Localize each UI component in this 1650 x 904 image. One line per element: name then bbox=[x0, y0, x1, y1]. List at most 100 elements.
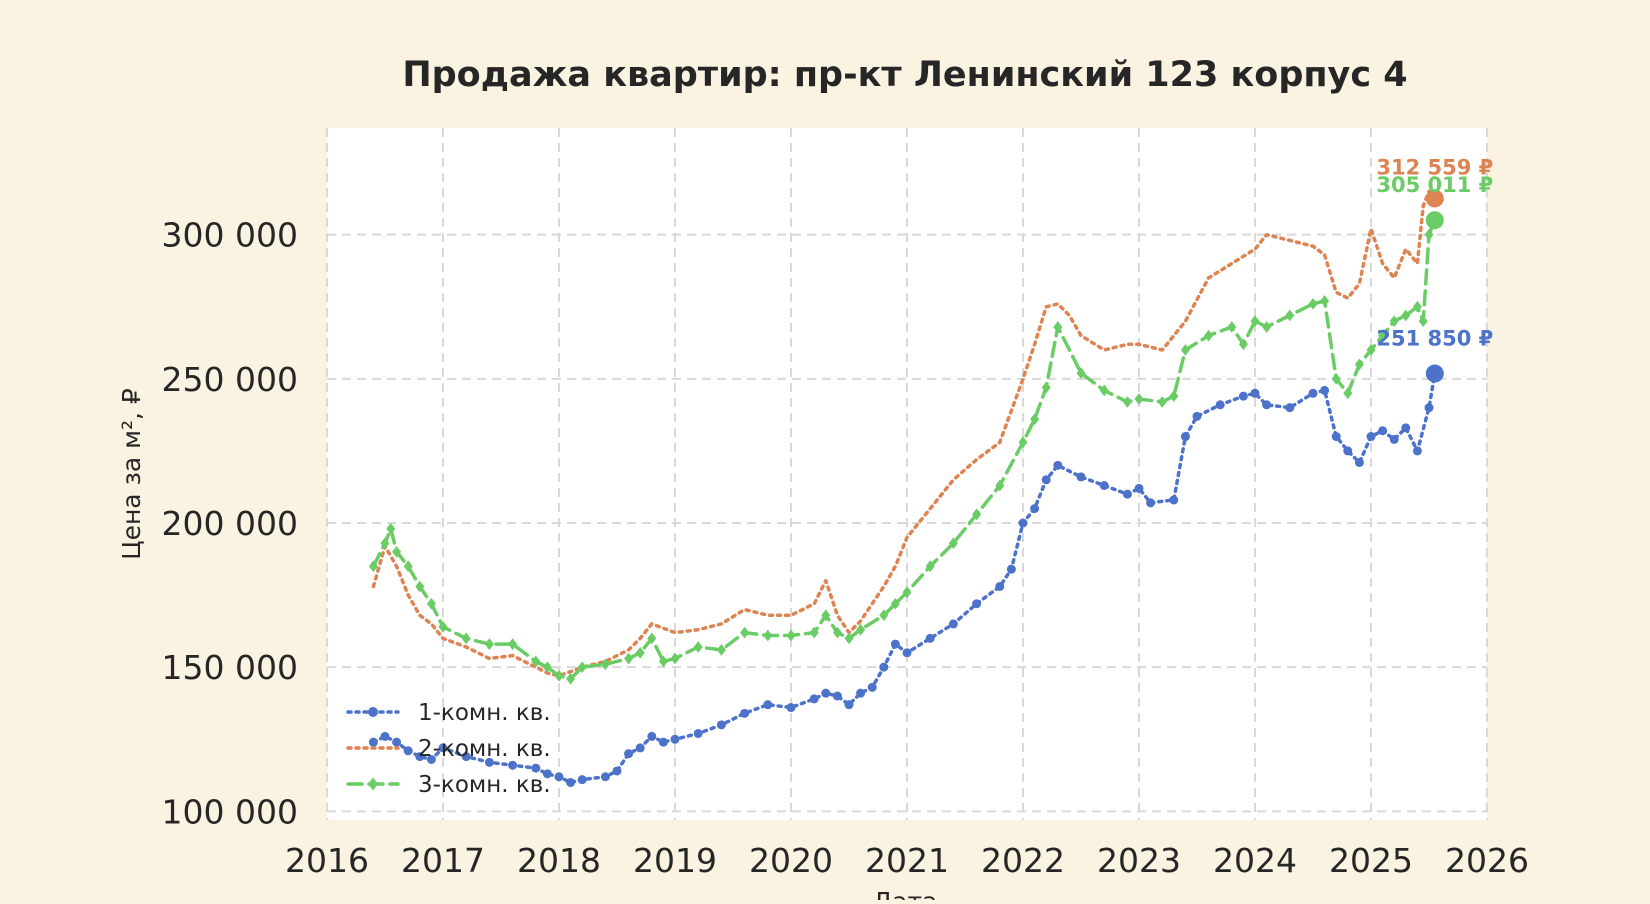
data-point bbox=[415, 752, 425, 762]
data-point bbox=[1366, 344, 1376, 356]
data-point bbox=[867, 682, 877, 692]
data-point bbox=[392, 737, 402, 747]
x-tick-label: 2016 bbox=[285, 841, 369, 880]
data-point bbox=[1285, 309, 1295, 322]
axes: 2016 2017 2018 2019 2020 2021 2022 2023 2024 2025… bbox=[162, 216, 1529, 880]
data-point bbox=[1389, 434, 1399, 444]
data-point bbox=[693, 729, 703, 738]
data-point bbox=[1238, 338, 1248, 351]
data-point bbox=[1192, 411, 1202, 421]
data-point bbox=[1134, 393, 1144, 405]
legend-item: 1-комн. кв. bbox=[346, 700, 551, 726]
data-point bbox=[1424, 228, 1434, 241]
data-point bbox=[740, 626, 750, 639]
data-point bbox=[542, 769, 552, 779]
x-tick-label: 2025 bbox=[1329, 841, 1413, 880]
data-point bbox=[554, 669, 564, 682]
data-point bbox=[438, 620, 448, 633]
y-tick-label: 250 000 bbox=[162, 360, 298, 399]
legend-label: 2-комн. кв. bbox=[418, 736, 551, 762]
data-point bbox=[1099, 384, 1109, 397]
data-point bbox=[1006, 564, 1016, 574]
data-point bbox=[531, 655, 541, 668]
data-point bbox=[809, 694, 819, 704]
data-point bbox=[844, 700, 854, 710]
data-point bbox=[392, 546, 402, 558]
data-point bbox=[1076, 367, 1086, 379]
data-point bbox=[368, 777, 378, 791]
data-point bbox=[1157, 396, 1167, 408]
data-point bbox=[1262, 400, 1272, 410]
y-tick-label: 300 000 bbox=[162, 216, 298, 255]
data-point bbox=[1412, 300, 1422, 313]
data-point bbox=[1285, 403, 1295, 413]
data-point bbox=[1250, 315, 1260, 328]
data-point bbox=[786, 703, 796, 713]
data-point bbox=[902, 648, 912, 658]
data-point bbox=[1412, 446, 1422, 456]
series-layer bbox=[368, 189, 1440, 788]
series-line bbox=[371, 189, 1437, 678]
data-point bbox=[879, 609, 889, 622]
data-point bbox=[1122, 489, 1132, 499]
data-point bbox=[1053, 460, 1063, 470]
data-point bbox=[1320, 295, 1330, 307]
data-point bbox=[612, 766, 622, 776]
legend-item: 2-комн. кв. bbox=[346, 736, 551, 762]
data-point bbox=[380, 537, 390, 550]
end-annotations: 251 850 ₽ 312 559 ₽305 011 ₽ bbox=[1376, 155, 1493, 383]
chart-title: Продажа квартир: пр-кт Ленинский 123 кор… bbox=[402, 55, 1407, 95]
data-point bbox=[1331, 373, 1341, 385]
data-point bbox=[426, 597, 436, 610]
end-value-label: 312 559 ₽ bbox=[1376, 155, 1493, 179]
data-point bbox=[1215, 400, 1225, 410]
data-point bbox=[1250, 388, 1260, 398]
series-line bbox=[371, 371, 1437, 785]
data-point bbox=[693, 641, 703, 653]
data-point bbox=[1076, 472, 1086, 482]
series-1 bbox=[368, 369, 1440, 788]
data-point bbox=[1053, 321, 1063, 333]
data-point bbox=[1169, 495, 1179, 505]
y-axis-label: Цена за м², ₽ bbox=[117, 388, 146, 560]
data-point bbox=[1424, 403, 1434, 413]
data-point bbox=[1366, 432, 1376, 442]
data-point bbox=[670, 652, 680, 665]
data-point bbox=[821, 609, 831, 622]
data-point bbox=[658, 737, 668, 747]
data-point bbox=[1308, 388, 1318, 398]
data-point bbox=[821, 688, 831, 698]
data-point bbox=[1331, 432, 1341, 442]
data-point bbox=[1134, 483, 1144, 493]
x-tick-label: 2026 bbox=[1445, 841, 1529, 880]
end-value-label: 305 011 ₽ bbox=[1376, 173, 1493, 197]
legend: 1-комн. кв. 2-комн. кв. 3-комн. кв. bbox=[346, 700, 551, 798]
data-point bbox=[577, 661, 587, 674]
data-point bbox=[1308, 298, 1318, 310]
data-point bbox=[716, 720, 726, 730]
data-point bbox=[1018, 436, 1028, 449]
data-point bbox=[531, 763, 541, 773]
x-tick-label: 2022 bbox=[981, 841, 1065, 880]
data-point bbox=[542, 661, 552, 674]
data-point bbox=[461, 752, 471, 762]
legend-item: 3-комн. кв. bbox=[346, 772, 551, 798]
data-point bbox=[484, 638, 494, 650]
end-point-marker bbox=[1425, 364, 1444, 383]
data-point bbox=[1041, 475, 1051, 485]
data-point bbox=[554, 772, 564, 782]
data-point bbox=[763, 700, 773, 710]
end-value-label: 251 850 ₽ bbox=[1376, 327, 1493, 351]
x-tick-label: 2021 bbox=[865, 841, 949, 880]
data-point bbox=[890, 639, 900, 649]
data-point bbox=[635, 743, 645, 753]
data-point bbox=[740, 708, 750, 718]
data-point bbox=[948, 619, 958, 629]
data-point bbox=[600, 658, 610, 671]
x-axis-label: Дата bbox=[873, 887, 938, 900]
data-point bbox=[716, 644, 726, 656]
data-point bbox=[1378, 426, 1388, 436]
data-point bbox=[1262, 321, 1272, 333]
data-point bbox=[508, 638, 518, 650]
